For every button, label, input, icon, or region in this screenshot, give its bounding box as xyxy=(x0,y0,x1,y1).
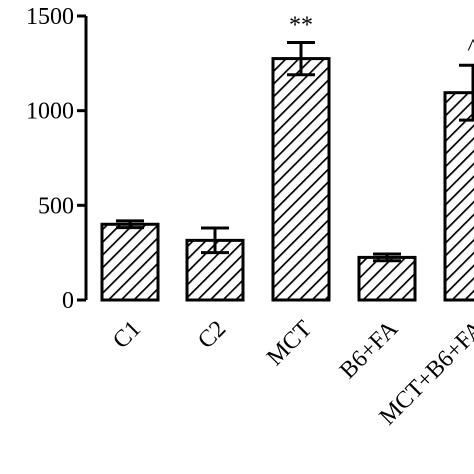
y-axis: 0 500 1000 1500 xyxy=(26,4,88,314)
bar xyxy=(271,57,331,302)
y-tick-label: 1000 xyxy=(26,99,74,125)
y-tick-label: 1500 xyxy=(26,4,74,30)
x-tick-label: B6+FA xyxy=(335,315,404,384)
x-tick-label: C2 xyxy=(193,316,231,354)
significance-label: ^ xyxy=(467,35,474,61)
x-tick-label: C1 xyxy=(108,316,146,354)
bar xyxy=(443,91,474,302)
bar xyxy=(357,255,417,302)
bars: ** ^ xyxy=(100,13,474,302)
x-tick-label: MCT xyxy=(262,316,317,371)
y-tick-label: 0 xyxy=(62,288,74,314)
bar xyxy=(100,222,160,302)
significance-label: ** xyxy=(289,13,313,39)
y-tick-label: 500 xyxy=(38,193,74,219)
